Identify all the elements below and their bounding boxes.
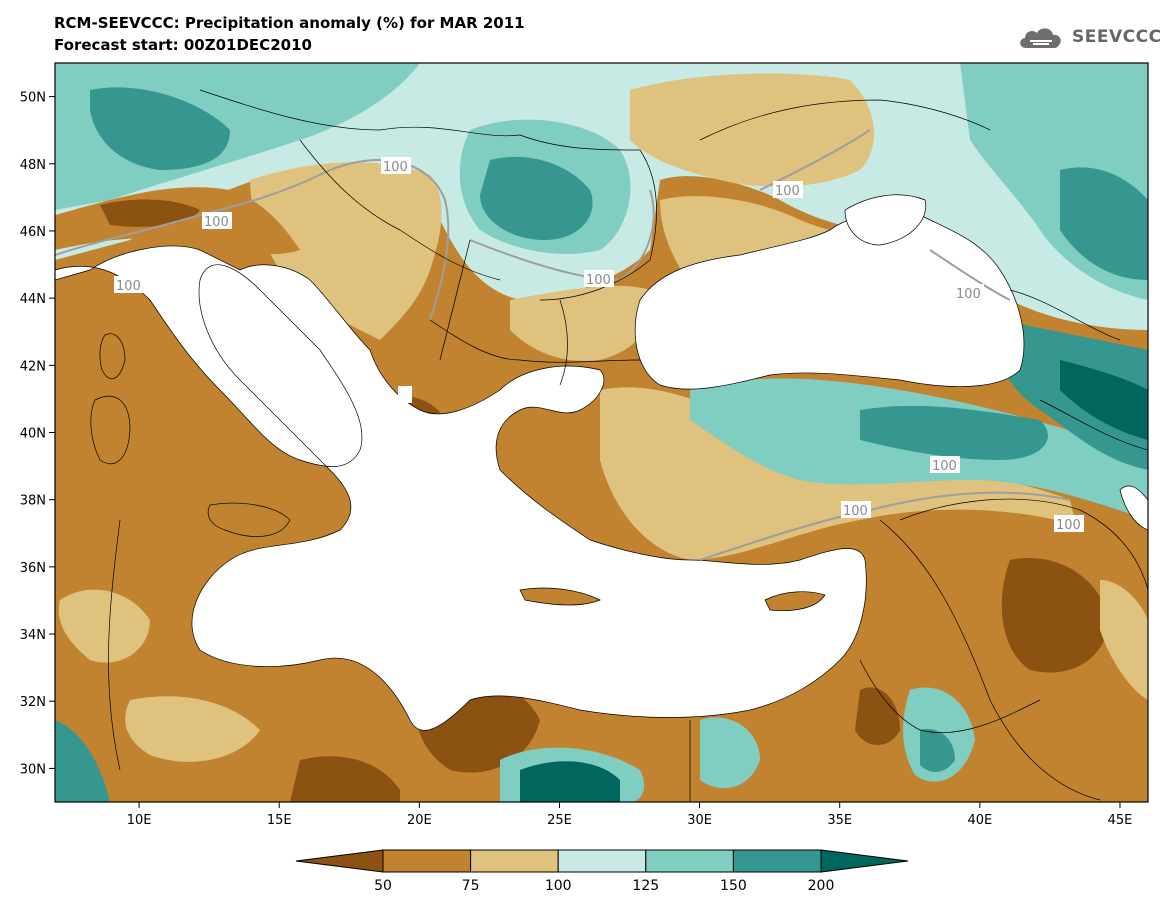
caspian-edge: [1119, 485, 1148, 531]
colorbar-segment: [382, 849, 472, 873]
lat-tick-label: 42N: [20, 359, 46, 374]
sardinia: [90, 395, 131, 465]
lat-tick-label: 46N: [20, 225, 46, 240]
svg-text:100: 100: [956, 287, 981, 302]
contour-label: 100: [954, 284, 984, 302]
contour-label: 100: [584, 270, 614, 288]
lat-tick-label: 50N: [20, 91, 46, 106]
cyprus: [764, 591, 826, 611]
svg-text:100: 100: [116, 279, 141, 294]
colorbar-label: 125: [632, 878, 659, 894]
sea-mask: [55, 194, 1148, 731]
lat-tick-label: 34N: [20, 628, 46, 643]
lon-tick-label: 15E: [267, 813, 292, 828]
lat-tick-label: 48N: [20, 158, 46, 173]
colorbar: 50 75 100 125 150 200: [295, 849, 909, 894]
colorbar-segment: [557, 849, 647, 873]
colorbar-label: 100: [545, 878, 572, 894]
lon-tick-label: 35E: [827, 813, 852, 828]
lon-tick-label: 20E: [407, 813, 432, 828]
lat-tick-label: 44N: [20, 292, 46, 307]
lat-tick-label: 38N: [20, 494, 46, 509]
colorbar-segment: [470, 849, 559, 873]
svg-text:100: 100: [932, 459, 957, 474]
figure-title: RCM-SEEVCCC: Precipitation anomaly (%) f…: [54, 12, 525, 56]
title-line-1: RCM-SEEVCCC: Precipitation anomaly (%) f…: [54, 14, 525, 32]
lon-tick-label: 25E: [547, 813, 572, 828]
lat-tick-label: 36N: [20, 561, 46, 576]
lat-tick-label: 40N: [20, 427, 46, 442]
contour-label: 100: [1054, 515, 1084, 533]
contour-label: 100: [773, 181, 803, 199]
cloud-icon: [1020, 28, 1061, 48]
contour-label: 100: [841, 501, 871, 519]
colorbar-segment: [820, 849, 909, 873]
svg-text:100: 100: [843, 504, 868, 519]
lon-tick-label: 45E: [1108, 813, 1133, 828]
contour-label: 100: [930, 456, 960, 474]
colorbar-label: 75: [462, 878, 480, 894]
colorbar-segment: [732, 849, 822, 873]
latitude-axis: 30N 32N 34N 36N 38N 40N 42N 44N 46N 48N 50N: [20, 91, 55, 777]
lon-tick-label: 10E: [127, 813, 152, 828]
contour-label: 100: [381, 157, 411, 175]
lon-tick-label: 40E: [967, 813, 992, 828]
svg-text:100: 100: [204, 215, 229, 230]
mediterranean-sea: [55, 245, 867, 731]
corsica: [99, 333, 126, 380]
logo-text: SEEVCCC: [1072, 27, 1162, 47]
colorbar-segment: [645, 849, 734, 873]
colorbar-label: 50: [374, 878, 392, 894]
svg-text:100: 100: [775, 184, 800, 199]
svg-text:100: 100: [1056, 518, 1081, 533]
crete: [519, 587, 601, 606]
contour-label: 100: [202, 212, 232, 230]
islands: [90, 333, 826, 611]
title-line-2: Forecast start: 00Z01DEC2010: [54, 36, 312, 54]
sicily: [207, 502, 291, 537]
contour-labels: 100 100 100 100 100 100 100 100 100: [114, 157, 1084, 533]
lon-tick-label: 30E: [687, 813, 712, 828]
colorbar-label: 150: [720, 878, 747, 894]
longitude-axis: 10E 15E 20E 25E 30E 35E 40E 45E: [127, 802, 1133, 828]
contour-label: 100: [114, 276, 144, 294]
colorbar-segment: [295, 849, 384, 873]
lat-tick-label: 30N: [20, 762, 46, 777]
lat-tick-label: 32N: [20, 695, 46, 710]
svg-text:100: 100: [383, 160, 408, 175]
seevccc-logo: SEEVCCC: [1016, 20, 1162, 54]
black-sea: [634, 212, 1025, 390]
azov-sea: [844, 194, 927, 246]
country-borders: [108, 89, 1148, 802]
svg-text:100: 100: [586, 273, 611, 288]
colorbar-label: 200: [808, 878, 835, 894]
contour-label: [398, 386, 412, 403]
